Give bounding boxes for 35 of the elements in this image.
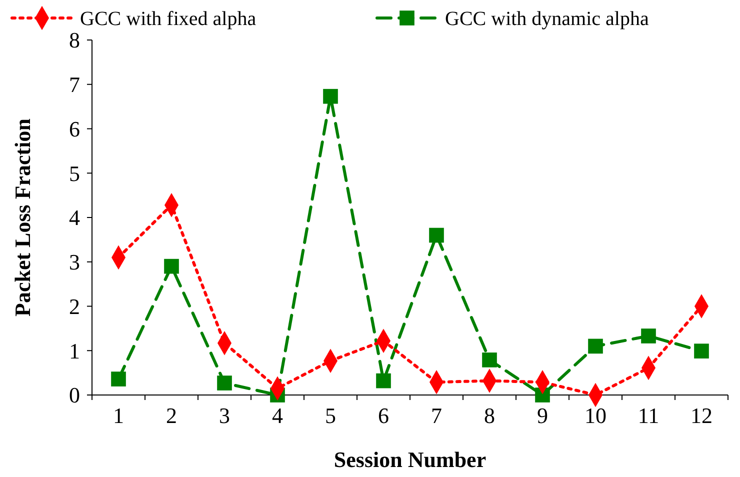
y-tick-label: 4: [69, 205, 80, 230]
point: [641, 328, 656, 344]
x-tick-label: 2: [166, 403, 177, 428]
point: [376, 373, 391, 388]
legend-label: GCC with fixed alpha: [80, 8, 256, 30]
y-tick-label: 2: [69, 294, 80, 319]
x-tick-label: 1: [113, 403, 124, 428]
y-tick-label: 8: [69, 28, 80, 53]
x-tick-label: 8: [484, 403, 495, 428]
point: [323, 88, 338, 104]
point: [482, 352, 497, 368]
point: [588, 338, 603, 354]
y-tick-label: 0: [69, 382, 80, 408]
point: [694, 344, 709, 358]
x-tick-label: 6: [378, 403, 389, 428]
y-tick-label: 3: [69, 250, 80, 275]
point: [164, 258, 179, 274]
x-tick-label: 10: [584, 403, 606, 428]
y-axis-title: Packet Loss Fraction: [10, 118, 35, 316]
legend-label: GCC with dynamic alpha: [445, 8, 649, 30]
point: [217, 376, 232, 390]
y-tick-label: 7: [69, 72, 80, 98]
point: [111, 372, 126, 386]
x-tick-label: 5: [325, 403, 336, 428]
x-tick-label: 7: [431, 403, 442, 428]
x-tick-label: 3: [219, 403, 230, 428]
point: [429, 228, 444, 243]
y-tick-label: 6: [69, 116, 80, 142]
x-tick-label: 4: [272, 403, 283, 428]
x-axis-title: Session Number: [334, 447, 486, 472]
y-tick-label: 5: [69, 160, 80, 186]
y-tick-label: 1: [69, 338, 80, 364]
x-tick-label: 11: [638, 403, 660, 428]
x-tick-label: 9: [537, 403, 548, 428]
x-tick-label: 12: [690, 403, 712, 428]
